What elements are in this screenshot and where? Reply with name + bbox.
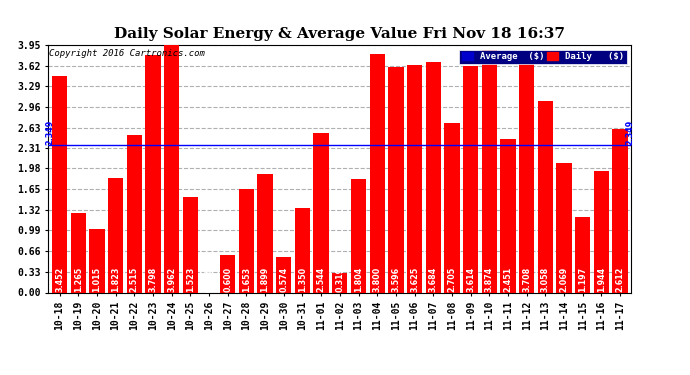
Text: 1.899: 1.899 [261, 267, 270, 292]
Text: 2.349: 2.349 [625, 120, 634, 146]
Bar [108, 178, 124, 292]
Text: 3.708: 3.708 [522, 267, 531, 292]
Text: 0.600: 0.600 [223, 267, 233, 292]
Bar [370, 54, 385, 292]
Bar [52, 76, 67, 292]
Bar [70, 213, 86, 292]
Text: 3.614: 3.614 [466, 267, 475, 292]
Bar [89, 229, 105, 292]
Text: 3.874: 3.874 [485, 267, 494, 292]
Text: 1.823: 1.823 [111, 267, 120, 292]
Text: Copyright 2016 Cartronics.com: Copyright 2016 Cartronics.com [49, 49, 205, 58]
Bar [295, 208, 310, 292]
Bar [538, 101, 553, 292]
Text: 2.705: 2.705 [447, 267, 457, 292]
Text: 1.944: 1.944 [597, 267, 606, 292]
Text: 2.515: 2.515 [130, 267, 139, 292]
Bar [613, 129, 628, 292]
Bar [388, 67, 404, 292]
Bar [146, 54, 161, 292]
Text: 3.058: 3.058 [541, 267, 550, 292]
Bar [556, 163, 572, 292]
Text: 3.625: 3.625 [410, 267, 419, 292]
Bar [482, 50, 497, 292]
Bar [276, 256, 291, 292]
Text: 1.523: 1.523 [186, 267, 195, 292]
Bar [575, 217, 591, 292]
Bar [407, 65, 422, 292]
Bar [313, 133, 329, 292]
Text: 1.265: 1.265 [74, 267, 83, 292]
Text: 3.962: 3.962 [167, 267, 176, 292]
Text: 3.798: 3.798 [148, 267, 157, 292]
Text: 0.319: 0.319 [335, 267, 344, 292]
Legend: Average  ($), Daily   ($): Average ($), Daily ($) [459, 50, 627, 64]
Text: 3.800: 3.800 [373, 267, 382, 292]
Bar [126, 135, 142, 292]
Bar [332, 273, 348, 292]
Text: 1.197: 1.197 [578, 267, 587, 292]
Bar [444, 123, 460, 292]
Text: 1.350: 1.350 [298, 267, 307, 292]
Text: 0.000: 0.000 [204, 267, 213, 292]
Text: 0.574: 0.574 [279, 267, 288, 292]
Text: 3.596: 3.596 [391, 267, 400, 292]
Text: 2.612: 2.612 [615, 267, 624, 292]
Bar [500, 139, 515, 292]
Bar [257, 174, 273, 292]
Text: 2.451: 2.451 [504, 267, 513, 292]
Bar [594, 171, 609, 292]
Title: Daily Solar Energy & Average Value Fri Nov 18 16:37: Daily Solar Energy & Average Value Fri N… [115, 27, 565, 41]
Text: 2.069: 2.069 [560, 267, 569, 292]
Text: 3.684: 3.684 [428, 267, 437, 292]
Bar [239, 189, 254, 292]
Bar [164, 44, 179, 292]
Bar [519, 60, 534, 292]
Text: 1.804: 1.804 [354, 267, 363, 292]
Text: 2.349: 2.349 [46, 120, 55, 146]
Text: 3.452: 3.452 [55, 267, 64, 292]
Bar [183, 197, 198, 292]
Bar [426, 62, 441, 292]
Bar [220, 255, 235, 292]
Text: 1.653: 1.653 [242, 267, 251, 292]
Text: 1.015: 1.015 [92, 267, 101, 292]
Bar [463, 66, 478, 292]
Text: 2.544: 2.544 [317, 267, 326, 292]
Bar [351, 180, 366, 292]
